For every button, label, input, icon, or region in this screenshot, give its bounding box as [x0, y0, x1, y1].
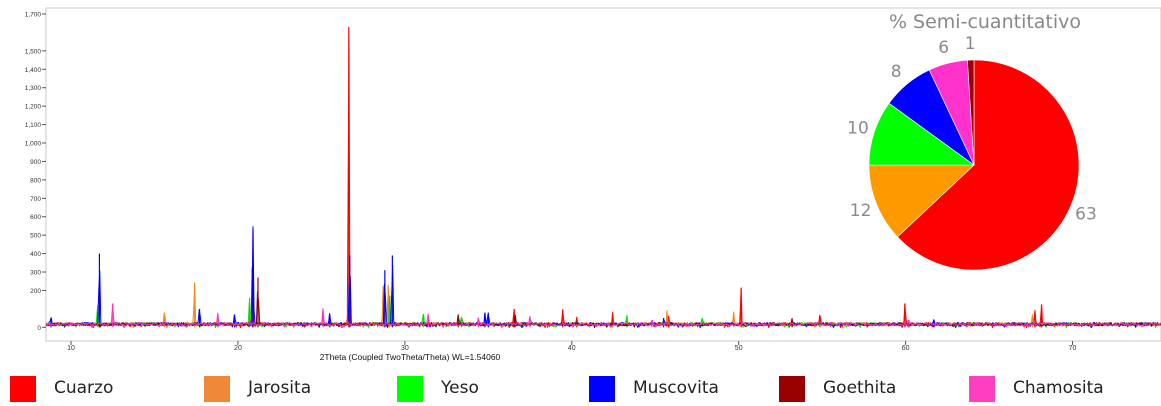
legend-swatch	[779, 376, 805, 402]
y-tick-label: 1,700	[25, 12, 42, 19]
x-tick-label: 50	[735, 345, 743, 352]
y-tick-label: 1,200	[25, 104, 42, 111]
y-tick-label: 1,300	[25, 85, 42, 92]
legend-label: Goethita	[823, 378, 897, 398]
x-axis: 10 20 30 40 50 60 70	[67, 341, 1077, 352]
y-tick-label: 1,100	[25, 122, 42, 129]
legend: Cuarzo Jarosita Yeso Muscovita Goethita Chamo…	[0, 368, 1161, 406]
y-tick-label: 0	[37, 325, 41, 332]
y-tick-label: 300	[30, 270, 41, 277]
pie-value-label: 10	[847, 118, 869, 138]
y-tick-label: 1,400	[25, 67, 42, 74]
legend-label: Muscovita	[633, 378, 719, 398]
pie-value-label: 8	[891, 62, 902, 82]
y-tick-label: 500	[30, 233, 41, 240]
pie-value-label: 63	[1075, 205, 1097, 225]
legend-swatch	[969, 376, 995, 402]
legend-swatch	[589, 376, 615, 402]
legend-label: Chamosita	[1013, 378, 1104, 398]
pie-slice-jarosita	[868, 164, 975, 238]
pie-chart: % Semi-cuantitativo 63 12 10 8 6 1	[847, 11, 1097, 271]
legend-label: Yeso	[441, 378, 479, 398]
pie-slice-cuarzo	[897, 59, 1080, 271]
pie-slices	[868, 59, 1080, 271]
legend-swatch	[10, 376, 36, 402]
pie-value-label: 12	[850, 201, 872, 221]
y-tick-label: 800	[30, 177, 41, 184]
pie-value-label: 1	[965, 34, 976, 54]
x-tick-label: 20	[234, 345, 242, 352]
pie-title: % Semi-cuantitativo	[889, 11, 1081, 33]
pie-value-label: 6	[938, 38, 949, 58]
legend-swatch	[397, 376, 423, 402]
series-line-chamosita	[45, 304, 1161, 328]
y-tick-label: 400	[30, 251, 41, 258]
legend-label: Cuarzo	[54, 378, 114, 398]
y-tick-label: 900	[30, 159, 41, 166]
x-tick-label: 70	[1069, 345, 1077, 352]
legend-label: Jarosita	[248, 378, 312, 398]
x-tick-label: 60	[902, 345, 910, 352]
pie-value-labels: 63 12 10 8 6 1	[847, 34, 1097, 224]
legend-swatch	[204, 376, 230, 402]
x-tick-label: 40	[568, 345, 576, 352]
y-tick-label: 600	[30, 214, 41, 221]
y-tick-label: 200	[30, 288, 41, 295]
x-tick-label: 30	[401, 345, 409, 352]
y-tick-label: 700	[30, 196, 41, 203]
x-axis-label: 2Theta (Coupled TwoTheta/Theta) WL=1.540…	[320, 352, 501, 362]
x-tick-label: 10	[67, 345, 75, 352]
y-tick-label: 1,500	[25, 48, 42, 55]
y-axis: 0 200 300 400 500 600 700 800 900 1,000 1,100 1,200…	[25, 12, 46, 332]
pie-slice-goethita	[967, 59, 975, 166]
y-tick-label: 1,000	[25, 141, 42, 148]
